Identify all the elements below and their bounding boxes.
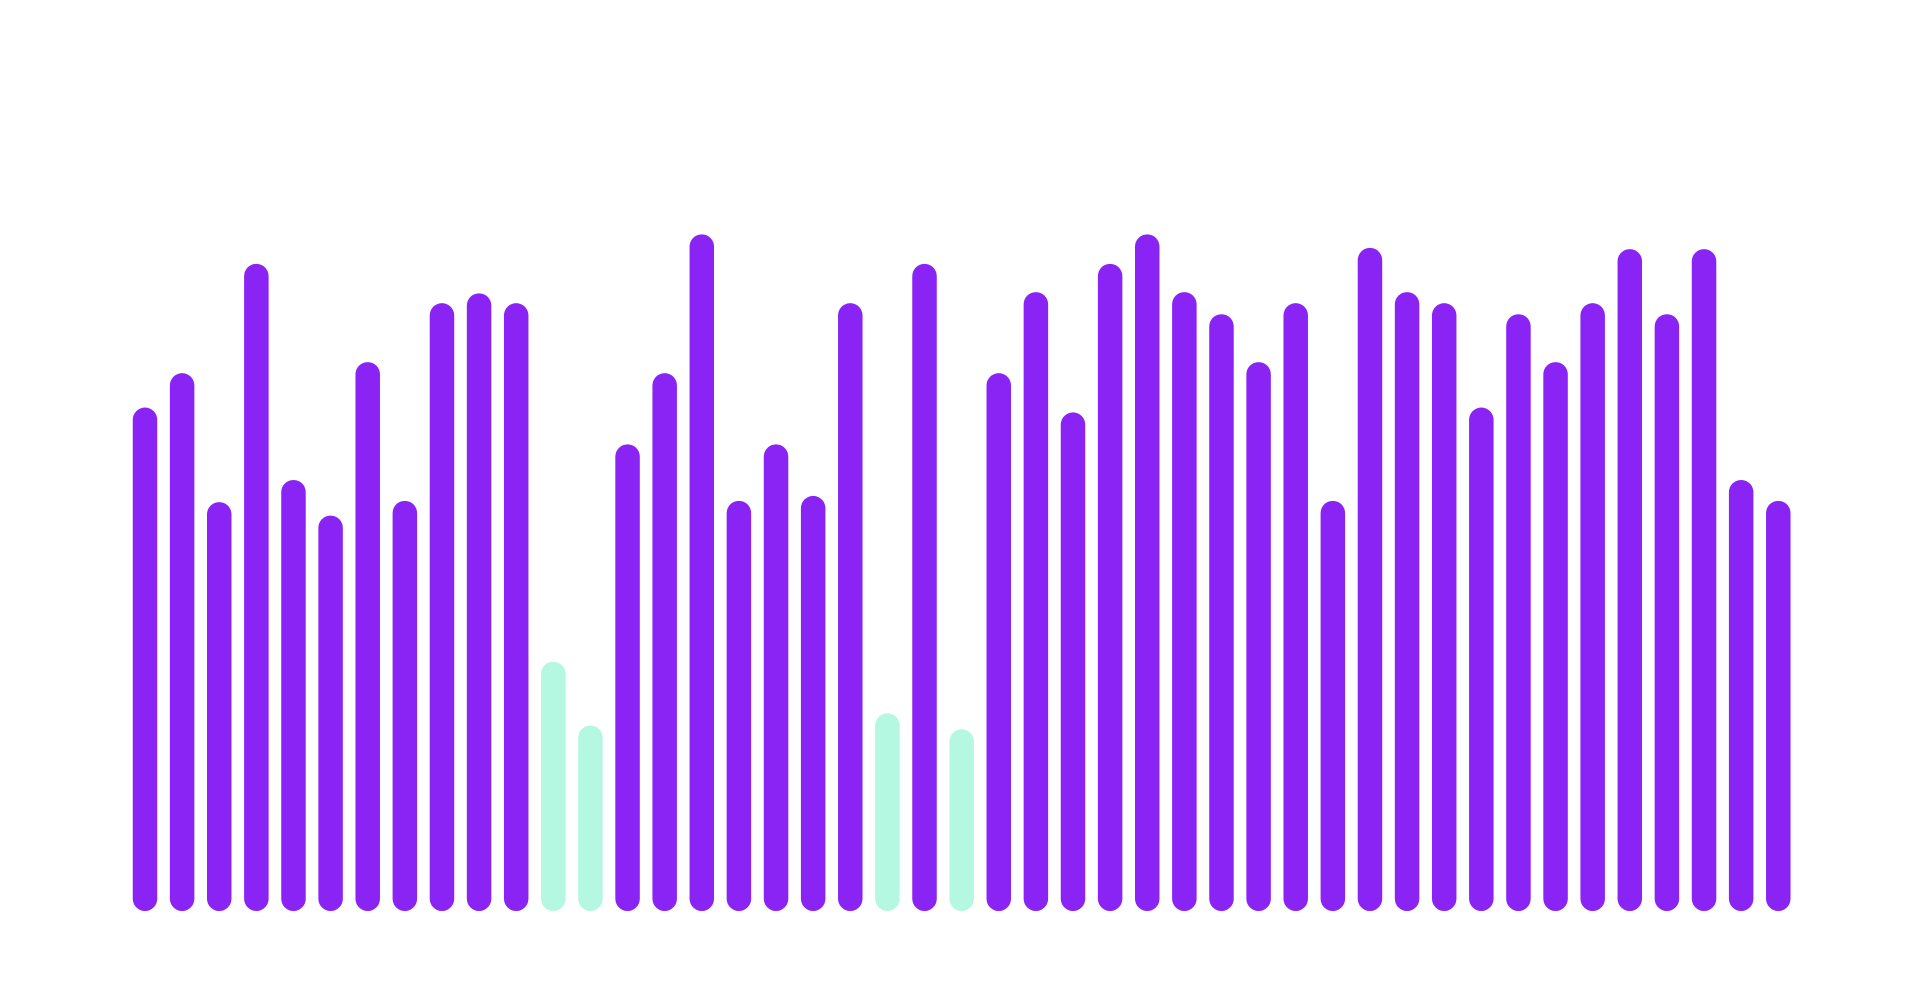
bar [1209, 314, 1234, 911]
bar [726, 500, 752, 911]
bar [1060, 412, 1086, 911]
bar [429, 303, 455, 911]
bar [578, 725, 603, 911]
bar [838, 303, 863, 911]
bar [1320, 500, 1346, 911]
bar [1617, 249, 1643, 911]
bar [689, 234, 715, 911]
bar [1357, 247, 1383, 911]
bar [763, 444, 789, 911]
bar [1283, 303, 1308, 911]
bar [206, 502, 232, 911]
bar [1691, 249, 1717, 911]
bar [800, 495, 826, 911]
bar [466, 293, 492, 911]
bar [392, 500, 418, 911]
bar [1580, 303, 1605, 911]
bar [1023, 292, 1049, 911]
bar [1543, 362, 1568, 912]
bar [1097, 263, 1123, 911]
bar [355, 362, 380, 912]
bar [1766, 500, 1791, 911]
bar [1394, 292, 1420, 911]
bar [503, 303, 529, 911]
bar [1654, 314, 1680, 911]
bar [652, 373, 677, 911]
bar [281, 479, 306, 911]
bar [1506, 314, 1531, 911]
bar [541, 661, 566, 911]
bar [949, 729, 974, 911]
bar [1469, 407, 1494, 911]
bar [912, 263, 937, 911]
bar [615, 444, 640, 911]
bar [986, 373, 1012, 911]
bar [1431, 303, 1457, 911]
bar [1172, 292, 1197, 911]
bar [875, 713, 900, 911]
bar [169, 373, 195, 911]
bar [1728, 479, 1754, 911]
bar [1246, 362, 1271, 912]
bar [318, 515, 343, 911]
bar [132, 407, 158, 911]
bar [244, 263, 269, 911]
bar [1134, 234, 1160, 911]
